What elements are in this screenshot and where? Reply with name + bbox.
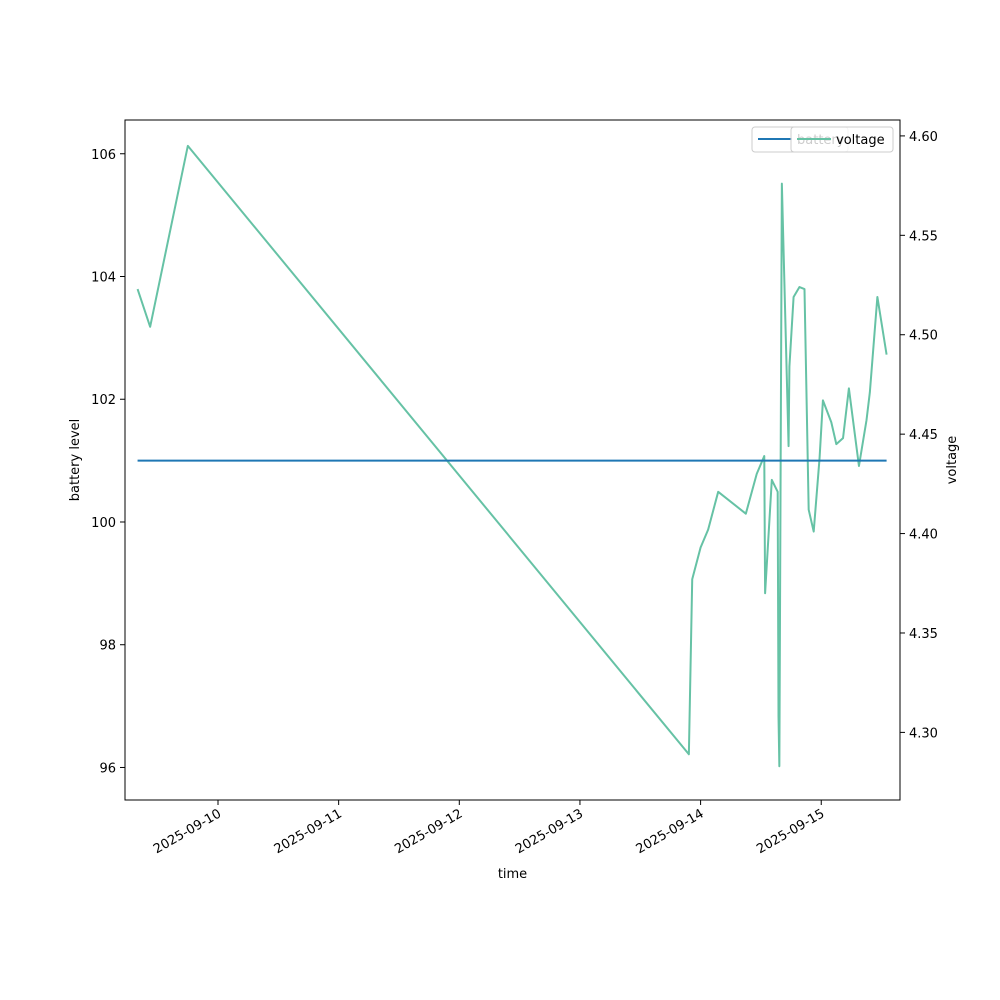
y-tick-label: 100	[91, 516, 116, 531]
y-tick-label: 102	[91, 393, 116, 408]
y2-tick-label: 4.60	[909, 130, 938, 145]
x-tick-label: 2025-09-10	[151, 806, 224, 857]
legend-voltage-label: voltage	[836, 133, 885, 148]
y-axis-right: 4.30 4.35 4.40 4.45 4.50 4.55 4.60	[900, 130, 938, 741]
y-axis-label: battery level	[68, 419, 83, 502]
x-tick-label: 2025-09-14	[634, 806, 707, 857]
x-tick-label: 2025-09-12	[392, 806, 465, 857]
legend-voltage-box	[790, 126, 894, 153]
plot-lines	[136, 144, 888, 768]
y2-tick-label: 4.55	[909, 229, 938, 244]
y-tick-label: 98	[99, 639, 116, 654]
y2-tick-label: 4.40	[909, 528, 938, 543]
y2-tick-label: 4.35	[909, 627, 938, 642]
series-line-voltage	[136, 144, 888, 768]
y-tick-label: 106	[91, 148, 116, 163]
y-tick-label: 104	[91, 270, 116, 285]
x-axis-label: time	[498, 867, 527, 882]
y2-axis-label: voltage	[945, 436, 960, 485]
y-tick-label: 96	[99, 761, 116, 776]
x-tick-label: 2025-09-11	[272, 806, 345, 857]
x-tick-label: 2025-09-15	[754, 806, 827, 857]
y2-tick-label: 4.50	[909, 329, 938, 344]
x-tick-label: 2025-09-13	[513, 806, 586, 857]
y-axis-left: 96 98 100 102 104 106	[91, 148, 125, 776]
y2-tick-label: 4.45	[909, 428, 938, 443]
plot-frame	[124, 119, 901, 801]
legend-voltage: voltage	[790, 126, 894, 153]
x-axis: 2025-09-10 2025-09-11 2025-09-12 2025-09-13…	[151, 800, 827, 857]
y2-tick-label: 4.30	[909, 726, 938, 741]
